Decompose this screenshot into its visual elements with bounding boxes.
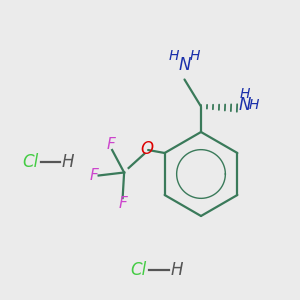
Text: N: N [238, 96, 251, 114]
Text: F: F [90, 168, 98, 183]
Text: H: H [190, 50, 200, 63]
Text: H: H [171, 261, 183, 279]
Text: H: H [169, 50, 179, 63]
Text: F: F [106, 137, 115, 152]
Text: H: H [248, 98, 259, 112]
Text: N: N [178, 56, 191, 74]
Text: H: H [239, 88, 250, 101]
Text: F: F [118, 196, 127, 211]
Text: Cl: Cl [130, 261, 146, 279]
Text: O: O [140, 140, 153, 158]
Text: H: H [61, 153, 74, 171]
Text: Cl: Cl [22, 153, 38, 171]
